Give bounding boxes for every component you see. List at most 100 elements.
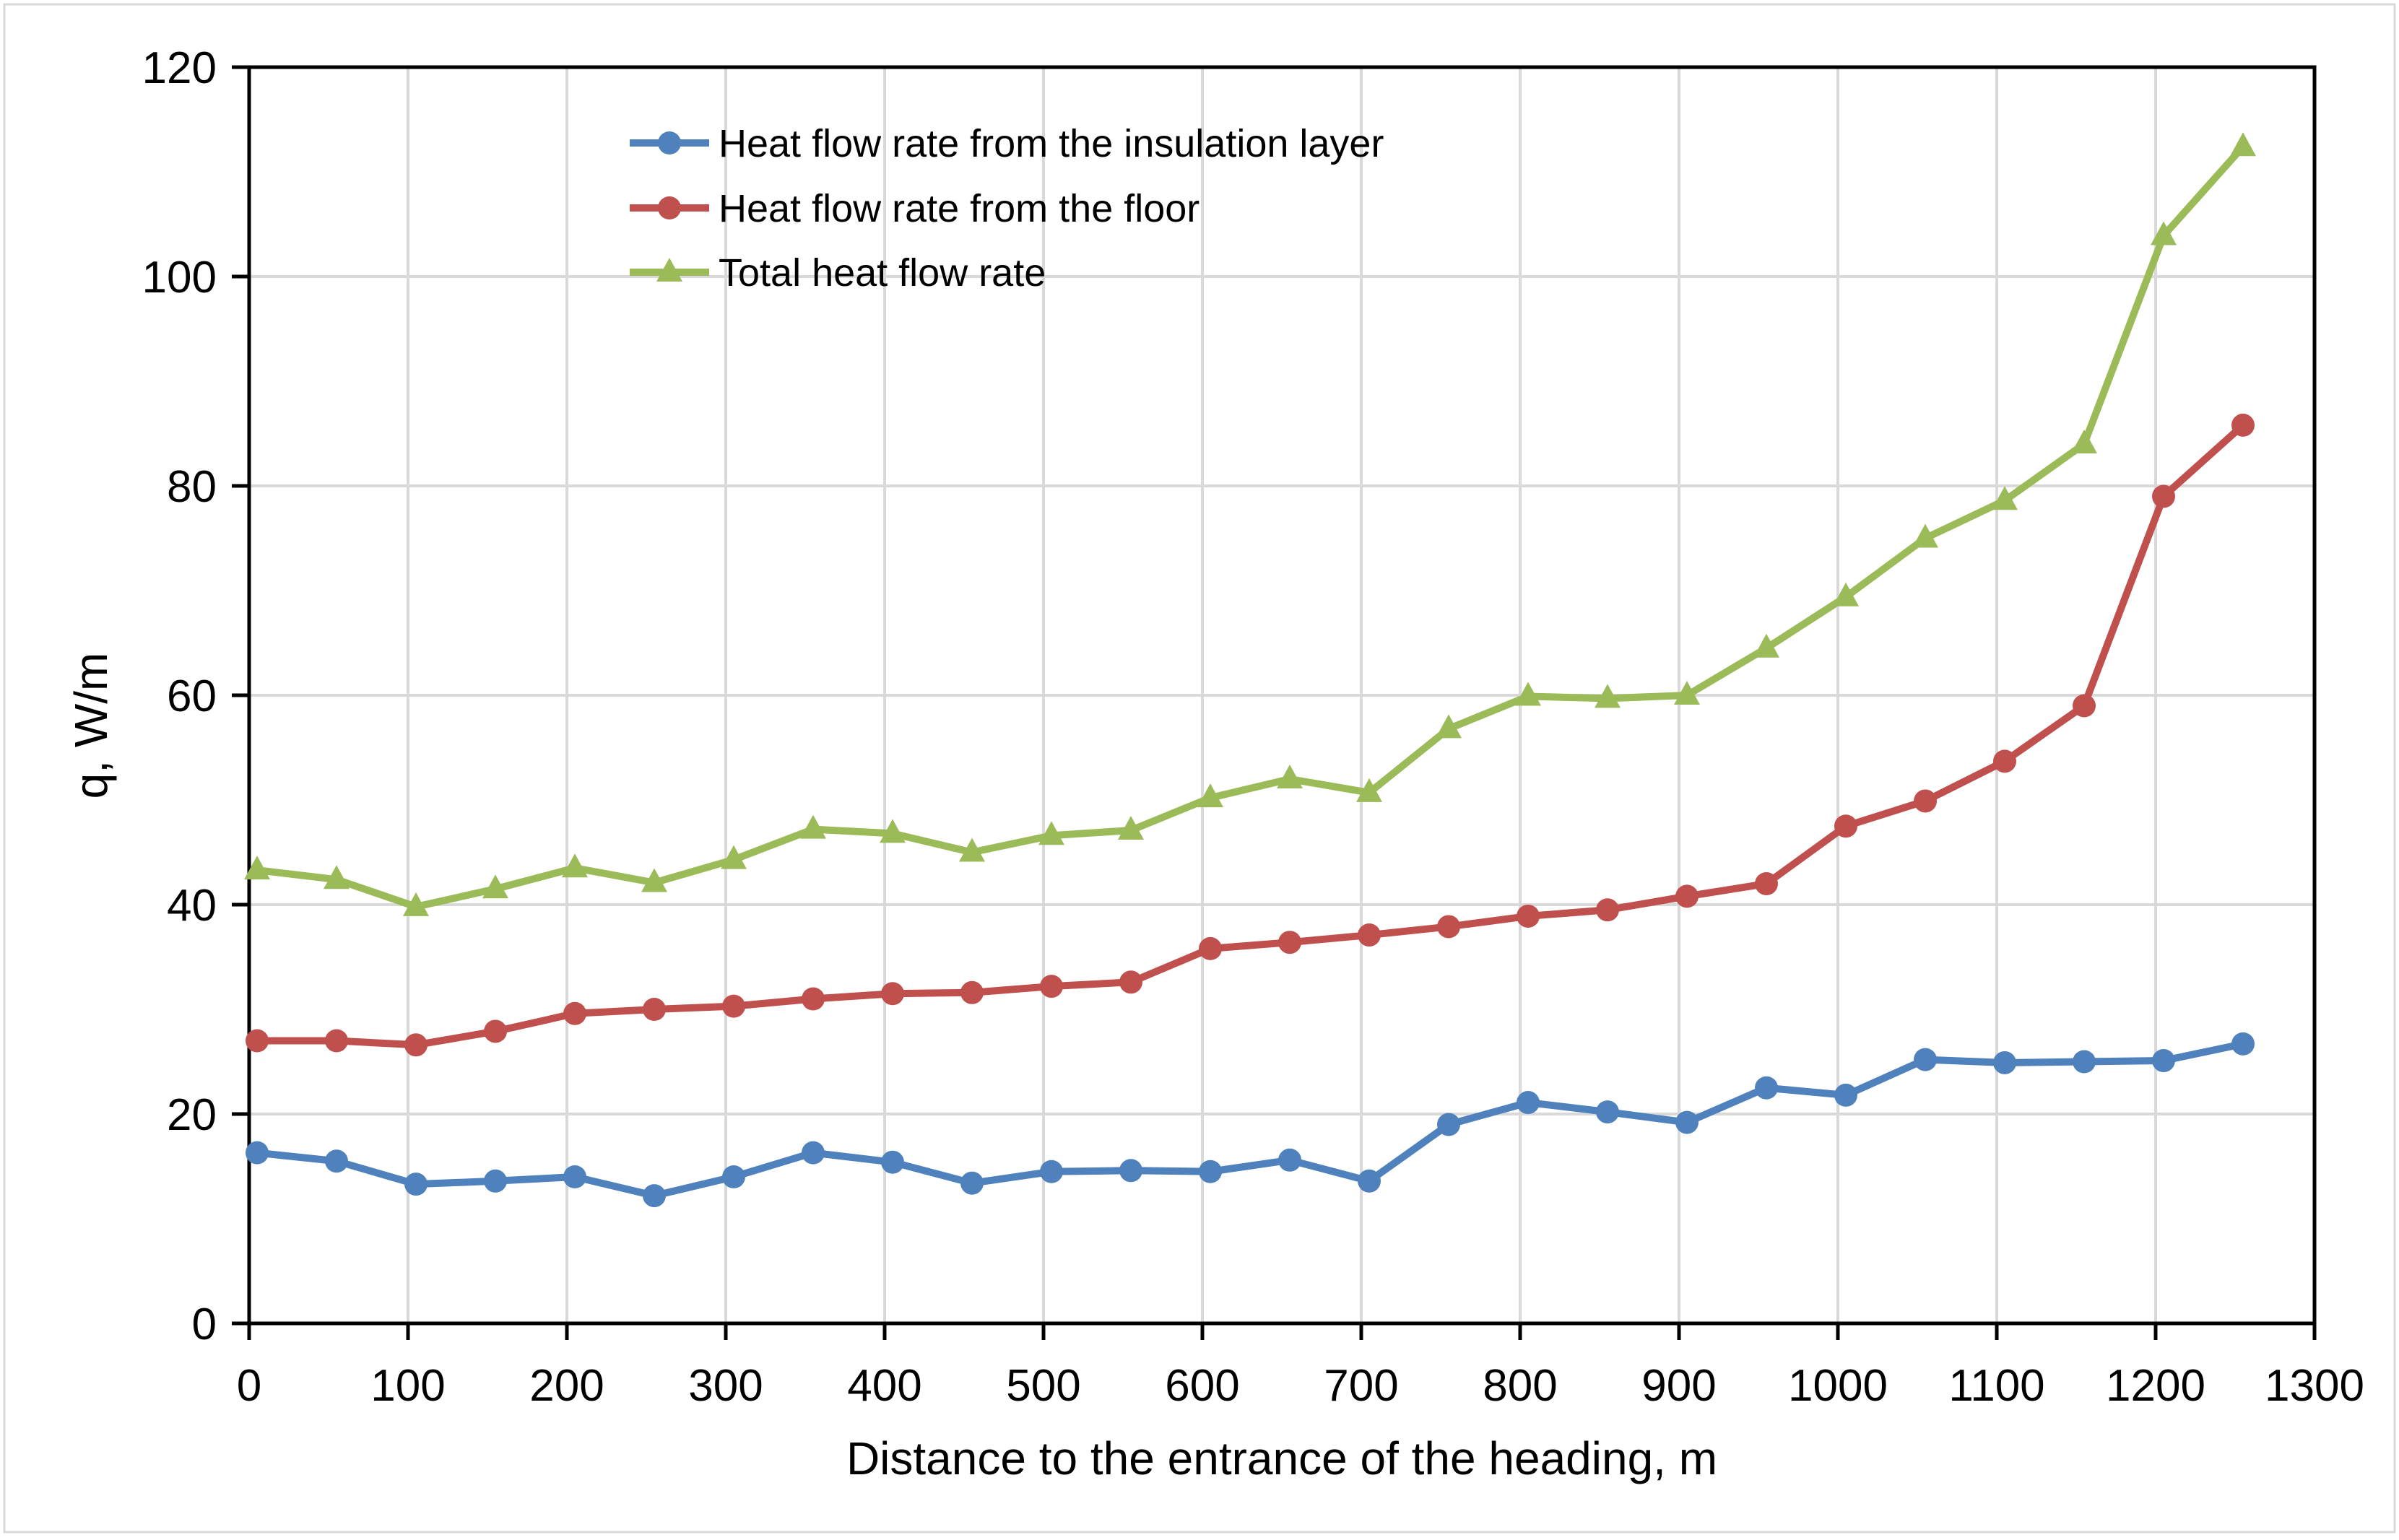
circle-marker [325,1029,348,1053]
triangle-marker [1595,684,1621,708]
y-tick-label: 80 [167,462,217,512]
x-tick-label: 800 [1483,1361,1557,1411]
circle-marker [960,1171,984,1195]
series-2 [244,132,2256,916]
circle-marker [1199,1160,1222,1183]
circle-marker [881,1150,904,1174]
legend-label: Total heat flow rate [719,251,1046,295]
triangle-marker [1356,778,1382,802]
circle-marker [246,1141,269,1165]
circle-marker [1278,1148,1301,1172]
y-tick-label: 100 [142,253,217,303]
circle-marker [1517,904,1540,928]
circle-marker [1596,898,1619,922]
triangle-marker [1436,714,1462,739]
legend: Heat flow rate from the insulation layer… [630,122,1384,295]
circle-marker [722,994,745,1018]
circle-marker [1517,1091,1540,1115]
triangle-marker [403,892,429,916]
triangle-marker [1197,783,1223,808]
circle-marker [1119,970,1142,994]
series-line [253,1040,2247,1200]
circle-marker [643,998,666,1021]
triangle-marker [1674,681,1700,705]
y-tick-label: 0 [192,1300,217,1349]
y-tick-label: 40 [167,881,217,931]
circle-marker [404,1173,428,1196]
x-tick-label: 0 [237,1361,261,1411]
x-tick-label: 200 [529,1361,604,1411]
triangle-marker [324,865,350,889]
circle-marker [1596,1100,1619,1124]
circle-marker [246,1029,269,1053]
triangle-marker [641,868,667,892]
circle-marker [484,1169,507,1193]
x-tick-label: 100 [370,1361,445,1411]
triangle-marker [1118,816,1144,840]
legend-label: Heat flow rate from the insulation layer [719,122,1384,165]
circle-marker [2152,1049,2175,1073]
circle-marker [2073,694,2096,718]
circle-marker [1755,872,1778,895]
x-tick-label: 500 [1006,1361,1080,1411]
legend-label: Heat flow rate from the floor [719,187,1200,230]
triangle-marker [244,856,270,880]
triangle-marker [1833,582,1859,606]
triangle-marker [2230,132,2256,157]
circle-marker [802,1141,825,1165]
triangle-marker [880,819,906,843]
axis-ticks [232,65,2317,1340]
circle-marker [1834,814,1857,838]
circle-marker [1993,1050,2016,1074]
triangle-marker [1912,523,1938,548]
circle-marker [1358,923,1381,947]
circle-marker [325,1149,348,1173]
series-0 [246,1032,2255,1208]
triangle-marker [1277,765,1303,788]
circle-marker [1199,936,1222,960]
circle-marker [960,980,984,1004]
x-tick-label: 400 [847,1361,921,1411]
x-tick-label: 1200 [2106,1361,2205,1411]
triangle-marker [800,814,826,839]
series-line [253,143,2247,910]
x-axis-title: Distance to the entrance of the heading,… [846,1432,1717,1484]
circle-marker [658,131,681,155]
circle-marker [881,982,904,1006]
circle-marker [1675,884,1699,908]
circle-marker [1993,749,2016,773]
y-tick-label: 20 [167,1090,217,1140]
legend-item-1: Heat flow rate from the floor [630,187,1200,230]
legend-item-0: Heat flow rate from the insulation layer [630,122,1384,165]
x-tick-label: 1000 [1788,1361,1888,1411]
y-tick-label: 120 [142,43,217,93]
circle-marker [563,1165,586,1188]
triangle-marker [656,258,682,282]
series-1 [246,413,2255,1057]
triangle-marker [1515,682,1541,706]
triangle-marker [1753,633,1779,658]
figure-border [3,3,2396,1534]
circle-marker [658,196,681,219]
y-axis-title: q, W/m [65,653,117,799]
circle-marker [2152,484,2175,508]
triangle-marker [1038,821,1064,845]
circle-marker [1755,1076,1778,1100]
circle-marker [563,1001,586,1025]
x-tick-label: 300 [688,1361,763,1411]
x-tick-label: 1100 [1948,1361,2044,1411]
legend-item-2: Total heat flow rate [630,251,1046,295]
circle-marker [1834,1083,1857,1107]
circle-marker [2231,413,2255,437]
circle-marker [1278,931,1301,954]
circle-marker [802,987,825,1011]
circle-marker [2231,1032,2255,1056]
y-tick-label: 60 [167,671,217,721]
x-tick-label: 900 [1641,1361,1716,1411]
triangle-marker [2151,221,2177,245]
circle-marker [1914,1048,1937,1071]
circle-marker [1914,789,1937,813]
circle-marker [1040,1160,1063,1183]
x-tick-label: 1300 [2265,1361,2364,1411]
circle-marker [1119,1159,1142,1183]
